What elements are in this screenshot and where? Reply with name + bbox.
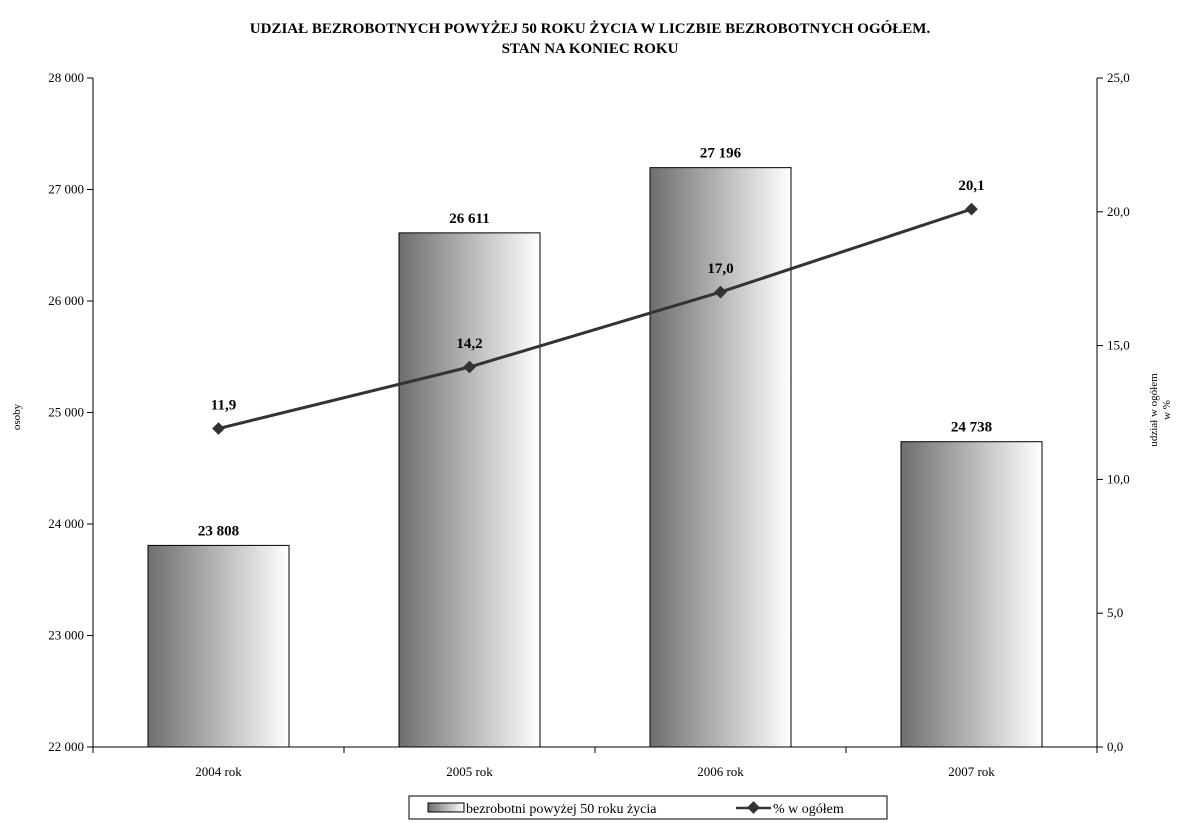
bars (147, 167, 1043, 748)
x-tick-label: 2007 rok (948, 764, 995, 779)
bar (398, 232, 541, 748)
left-tick-label: 24 000 (48, 516, 84, 531)
chart-title-line-1: UDZIAŁ BEZROBOTNYCH POWYŻEJ 50 ROKU ŻYCI… (249, 21, 931, 37)
line-path (218, 207, 972, 431)
left-tick-label: 22 000 (48, 739, 84, 754)
x-tick-label: 2006 rok (697, 764, 744, 779)
left-tick-label: 25 000 (48, 405, 84, 420)
chart-title-line-2: STAN NA KONIEC ROKU (501, 41, 679, 57)
data-labels: 23 808 26 611 27 196 24 738 11,9 14,2 17,0 20,1 (198, 146, 992, 540)
right-axis-title-line-2: w % (1161, 400, 1173, 420)
bar-value-label: 27 196 (700, 146, 742, 162)
left-tick-label: 26 000 (48, 293, 84, 308)
line-marker (212, 422, 225, 435)
legend-line-label: % w ogółem (773, 802, 844, 817)
x-tick-label: 2005 rok (446, 764, 493, 779)
line-value-label: 17,0 (707, 261, 733, 277)
left-tick-label: 28 000 (48, 70, 84, 85)
x-tick-label: 2004 rok (195, 764, 242, 779)
legend-frame (408, 795, 888, 820)
legend: bezrobotni powyżej 50 roku życia % w ogó… (408, 795, 888, 820)
bar-value-label: 23 808 (198, 523, 239, 539)
right-tick-label: 0,0 (1107, 739, 1123, 754)
bar (900, 441, 1043, 748)
bar (147, 544, 290, 748)
right-axis-title-line-1: udział w ogółem (1148, 373, 1160, 447)
right-tick-label: 10,0 (1107, 471, 1130, 486)
left-axis-title: osoby (11, 403, 23, 430)
line-value-label: 20,1 (958, 178, 984, 194)
right-tick-label: 25,0 (1107, 70, 1130, 85)
right-tick-label: 20,0 (1107, 204, 1130, 219)
left-tick-label: 23 000 (48, 628, 84, 643)
bar-value-label: 24 738 (951, 420, 992, 436)
line-value-label: 11,9 (211, 398, 236, 414)
line-marker (965, 202, 978, 216)
line-value-label: 14,2 (456, 336, 482, 352)
legend-bar-label: bezrobotni powyżej 50 roku życia (466, 802, 657, 817)
line-marker (463, 360, 476, 374)
right-tick-label: 15,0 (1107, 338, 1130, 353)
left-tick-label: 27 000 (48, 182, 84, 197)
bar (649, 167, 792, 748)
right-tick-label: 5,0 (1107, 605, 1123, 620)
legend-bar-swatch (427, 802, 465, 813)
bar-value-label: 26 611 (449, 211, 489, 227)
line-series (212, 202, 978, 435)
